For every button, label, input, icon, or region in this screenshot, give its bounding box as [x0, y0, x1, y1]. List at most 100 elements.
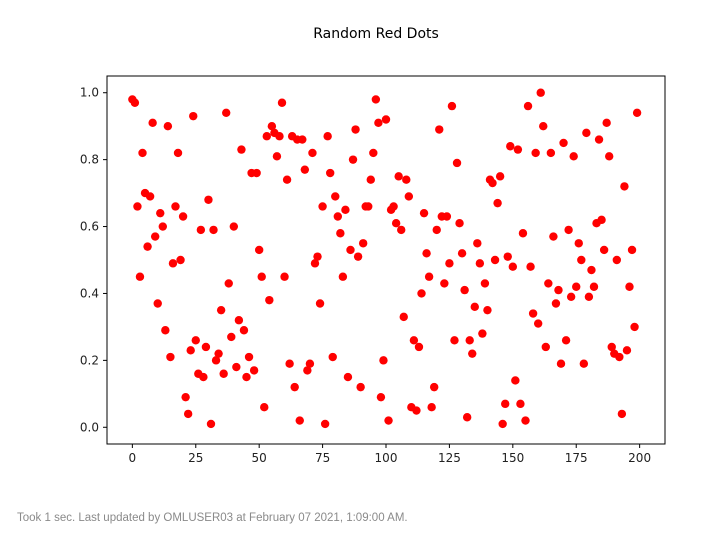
- data-point: [475, 259, 485, 268]
- data-point: [627, 245, 637, 255]
- data-point: [191, 336, 200, 345]
- data-point: [277, 98, 287, 107]
- data-point: [404, 192, 414, 201]
- data-point: [399, 312, 408, 322]
- data-point: [440, 279, 449, 288]
- data-point: [559, 138, 568, 148]
- data-point: [143, 242, 152, 251]
- data-point: [455, 219, 464, 228]
- data-point: [414, 342, 424, 352]
- data-point: [490, 255, 500, 265]
- scatter-chart: Random Red Dots 0 25 50 75 100 125 150 175 200 0.…: [80, 26, 666, 465]
- data-point: [417, 289, 426, 298]
- y-tick-label: 0.6: [80, 220, 99, 234]
- data-point: [234, 316, 244, 325]
- data-point: [554, 285, 563, 295]
- data-point: [632, 108, 642, 118]
- data-point: [206, 419, 216, 429]
- data-point: [135, 272, 145, 281]
- data-point: [239, 326, 249, 335]
- data-point: [435, 125, 444, 134]
- data-point: [544, 279, 553, 288]
- data-point: [376, 392, 386, 402]
- data-point: [199, 372, 208, 382]
- data-point: [447, 101, 457, 111]
- data-point: [498, 419, 507, 429]
- data-point: [605, 152, 614, 161]
- data-point: [333, 212, 343, 221]
- data-point: [130, 98, 140, 107]
- data-point: [508, 262, 518, 271]
- data-point: [300, 165, 310, 174]
- axes: 0 25 50 75 100 125 150 175 200 0.0 0.2 0.4 0.6 0.8 1.0: [80, 75, 666, 465]
- data-point: [285, 359, 294, 368]
- data-point: [589, 282, 599, 291]
- x-tick-label: 200: [628, 451, 651, 465]
- data-point: [133, 202, 142, 211]
- data-point: [478, 329, 487, 338]
- data-point: [145, 192, 155, 201]
- data-point: [196, 225, 206, 235]
- data-point: [409, 336, 419, 345]
- data-point: [402, 175, 411, 184]
- data-point: [452, 158, 462, 168]
- x-tick-label: 125: [438, 451, 461, 465]
- data-point: [323, 132, 332, 141]
- data-point: [227, 332, 236, 342]
- data-point: [282, 175, 292, 184]
- data-point: [201, 342, 211, 352]
- data-point: [178, 212, 188, 221]
- data-point: [153, 299, 162, 308]
- data-point: [232, 362, 241, 372]
- data-point: [313, 252, 322, 261]
- data-point: [341, 205, 350, 215]
- data-point: [249, 366, 259, 375]
- data-point: [150, 232, 160, 241]
- data-point: [358, 239, 368, 248]
- x-tick-label: 150: [501, 451, 524, 465]
- data-point: [315, 299, 325, 308]
- data-point: [460, 285, 469, 295]
- data-point: [237, 145, 246, 154]
- x-tick-label: 75: [315, 451, 330, 465]
- data-point: [280, 272, 289, 281]
- data-point: [539, 121, 548, 131]
- data-point: [429, 382, 439, 392]
- data-point: [597, 215, 606, 225]
- data-point: [561, 336, 571, 345]
- data-point: [166, 352, 175, 362]
- data-point: [488, 178, 497, 188]
- data-point: [549, 232, 558, 241]
- data-point: [462, 413, 472, 422]
- x-tick-label: 175: [565, 451, 588, 465]
- data-point: [161, 326, 170, 335]
- data-point: [513, 145, 523, 154]
- data-point: [351, 125, 360, 134]
- data-point: [622, 346, 632, 355]
- data-point: [211, 356, 221, 365]
- data-point: [615, 352, 624, 362]
- chart-title: Random Red Dots: [313, 26, 439, 42]
- data-point: [224, 279, 233, 288]
- data-point: [209, 225, 218, 235]
- data-point: [371, 95, 381, 104]
- data-point: [397, 225, 406, 235]
- data-point: [216, 305, 226, 315]
- x-tick-label: 50: [252, 451, 267, 465]
- data-point: [138, 148, 147, 158]
- data-point: [465, 336, 474, 345]
- data-point: [171, 202, 180, 211]
- data-point: [531, 148, 540, 158]
- data-point: [412, 406, 421, 415]
- data-point: [265, 295, 274, 305]
- data-point: [391, 219, 401, 228]
- data-point: [272, 152, 282, 161]
- data-point: [424, 272, 434, 281]
- data-point: [295, 416, 304, 425]
- data-point: [328, 352, 337, 362]
- data-point: [254, 245, 264, 255]
- data-point: [176, 255, 185, 265]
- data-point: [181, 392, 190, 402]
- data-point: [582, 128, 591, 138]
- y-tick-label: 0.4: [80, 286, 99, 300]
